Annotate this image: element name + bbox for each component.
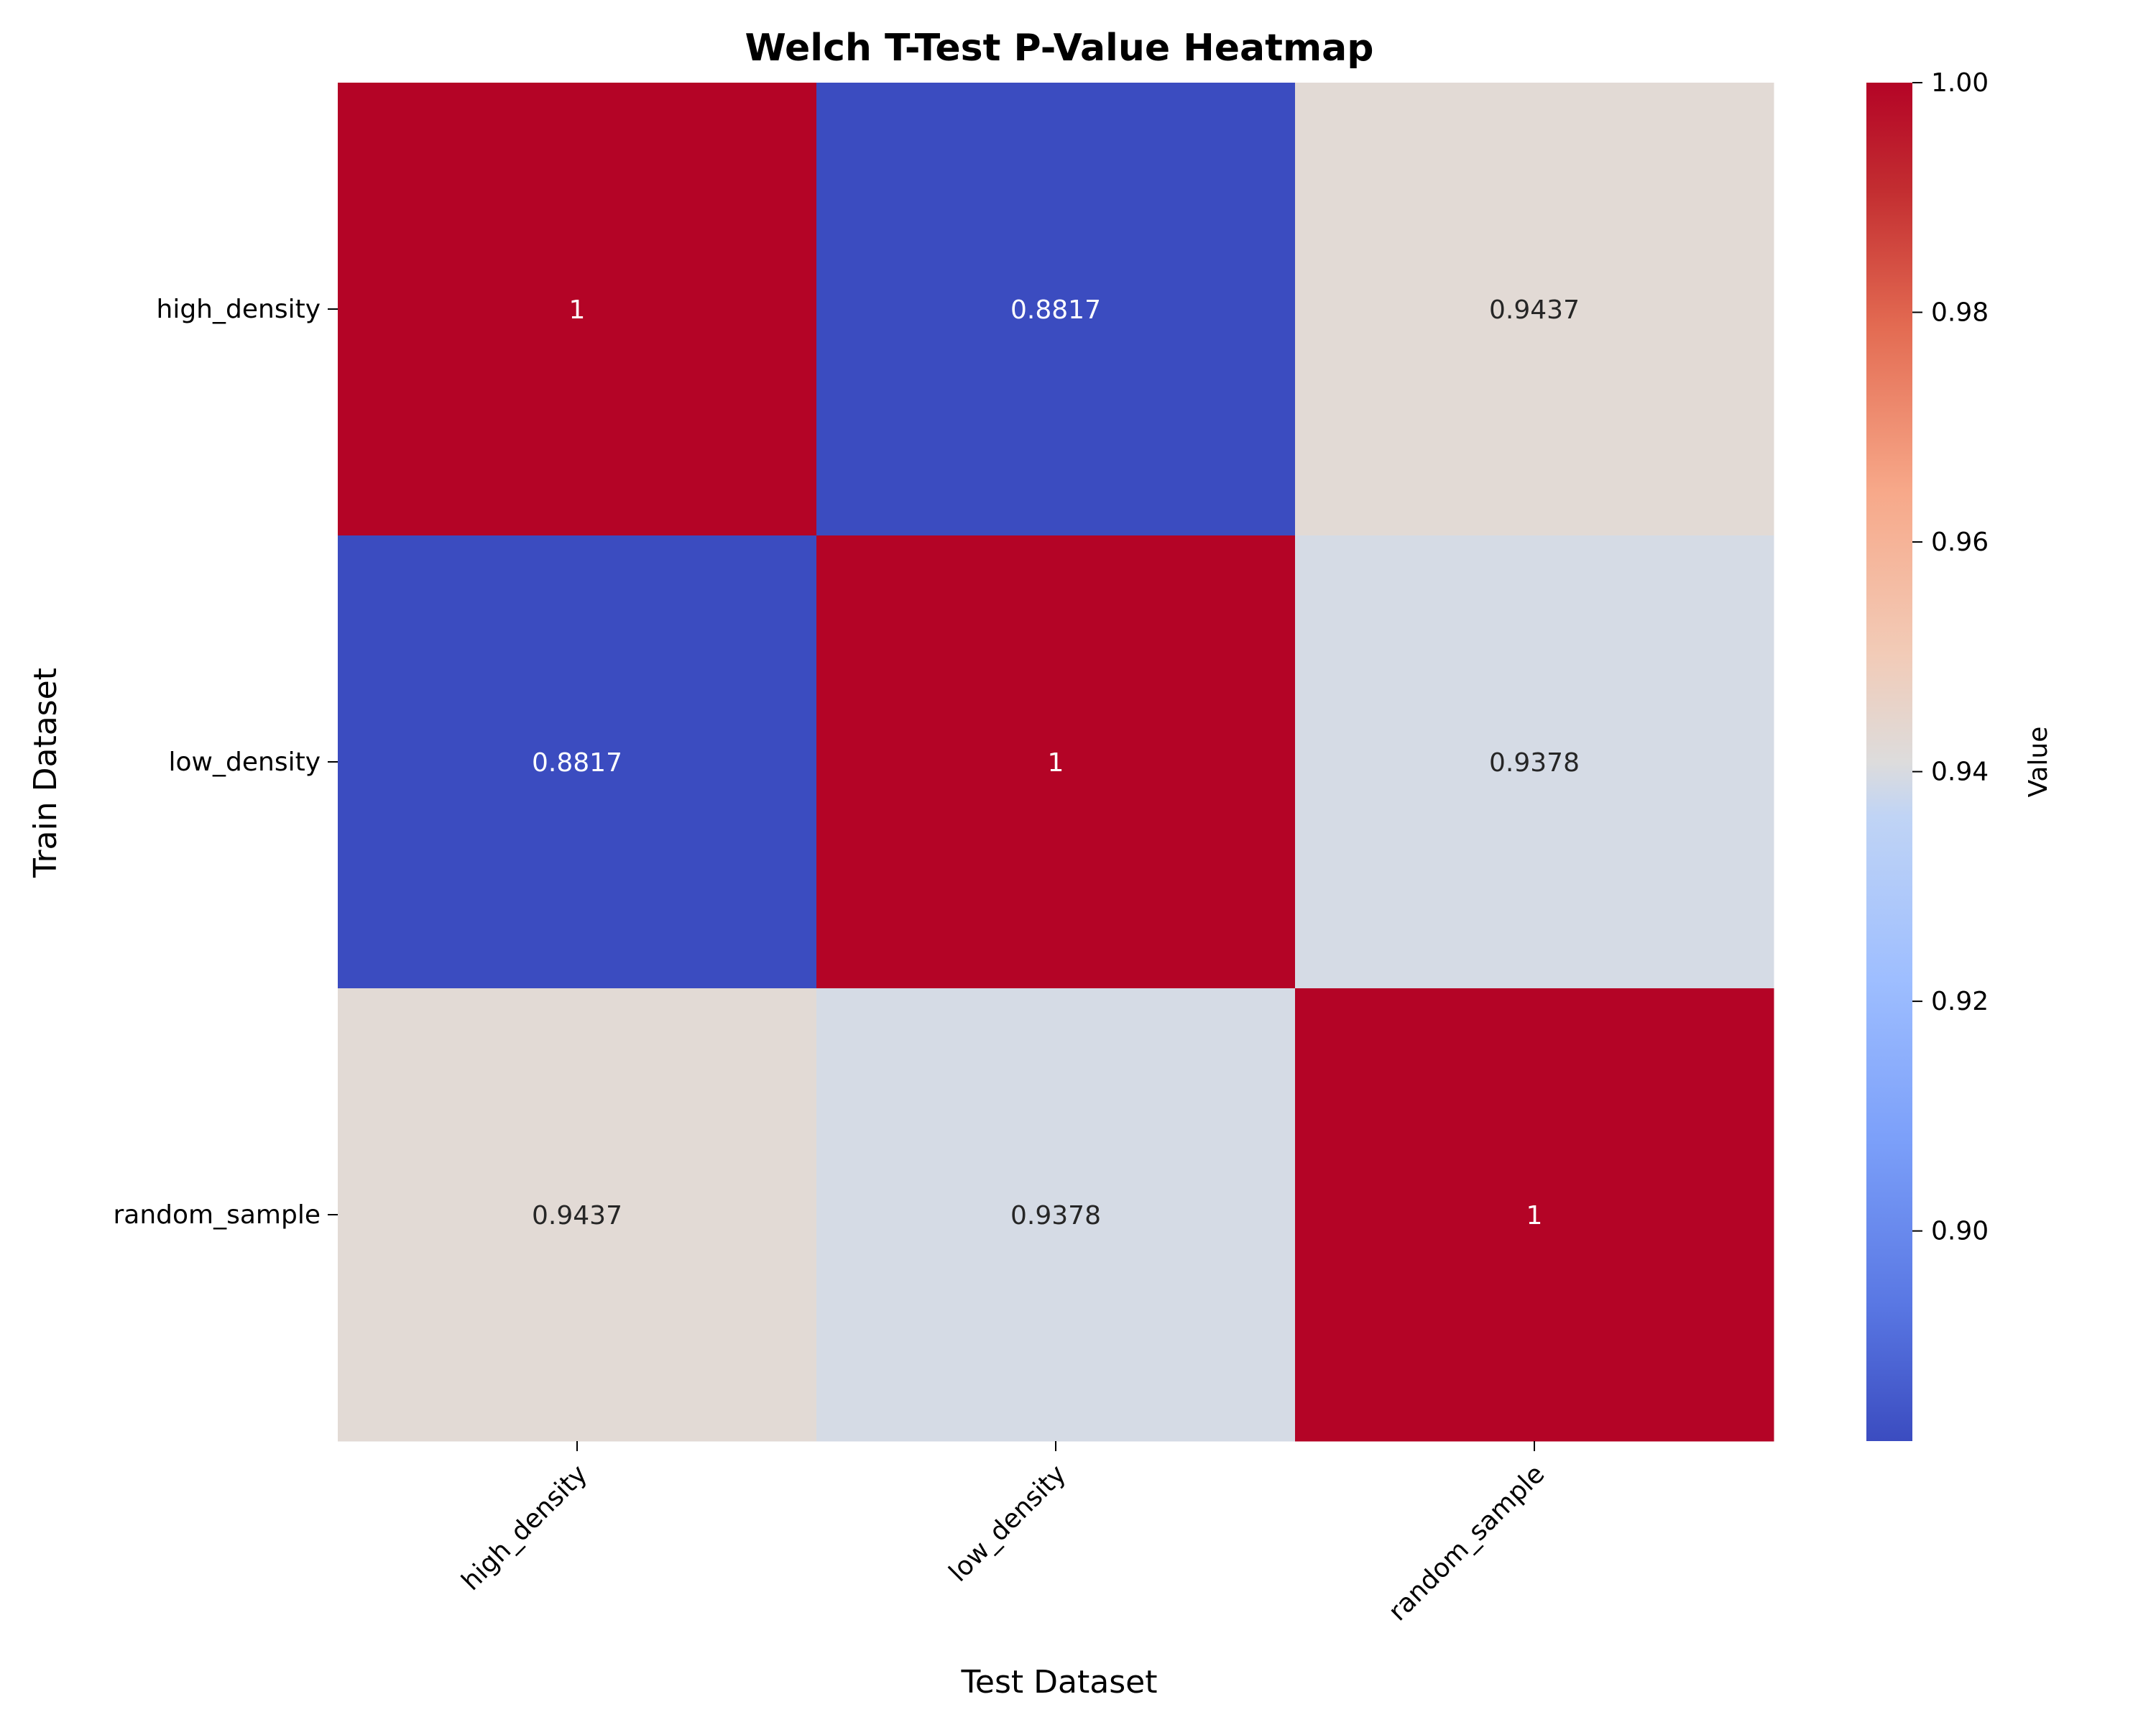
y-tick-label: random_sample bbox=[113, 1200, 321, 1230]
cell-value-label: 1 bbox=[1526, 1201, 1543, 1230]
y-axis-label: Train Dataset bbox=[27, 668, 64, 878]
heatmap-cell bbox=[338, 988, 817, 1442]
colorbar-tick-label: 0.96 bbox=[1931, 528, 1989, 557]
colorbar-tick-label: 0.92 bbox=[1931, 987, 1989, 1016]
cell-value-label: 0.9437 bbox=[1489, 295, 1580, 325]
x-tick-label: random_sample bbox=[1383, 1459, 1550, 1627]
heatmap-cell bbox=[816, 535, 1296, 989]
heatmap-cell bbox=[816, 83, 1296, 536]
cell-value-label: 0.8817 bbox=[1010, 295, 1101, 325]
colorbar: 0.90 0.92 0.94 0.96 0.98 1.00 bbox=[1866, 68, 1989, 1441]
heatmap-cell bbox=[338, 83, 817, 536]
cell-value-label: 1 bbox=[1048, 748, 1064, 778]
cell-value-label: 0.9378 bbox=[1489, 748, 1580, 778]
chart-title: Welch T-Test P-Value Heatmap bbox=[745, 27, 1374, 70]
cell-value-label: 0.9437 bbox=[532, 1201, 622, 1230]
colorbar-gradient bbox=[1866, 83, 1912, 1441]
heatmap-cell bbox=[1295, 988, 1774, 1442]
heatmap-cell bbox=[1295, 535, 1774, 989]
heatmap-cell bbox=[338, 535, 817, 989]
x-axis-label: Test Dataset bbox=[961, 1664, 1158, 1701]
heatmap-cell bbox=[816, 988, 1296, 1442]
colorbar-tick-label: 0.94 bbox=[1931, 758, 1989, 787]
colorbar-label: Value bbox=[2024, 727, 2053, 798]
cell-value-label: 1 bbox=[569, 295, 586, 325]
heatmap-cell bbox=[1295, 83, 1774, 536]
x-tick-label: high_density bbox=[456, 1459, 594, 1596]
cell-value-label: 0.9378 bbox=[1010, 1201, 1101, 1230]
y-tick-label: high_density bbox=[157, 295, 321, 324]
heatmap-cells: 1 0.8817 0.9437 0.8817 1 0.9378 0.9437 0.9378 1 bbox=[338, 83, 1774, 1442]
cell-value-label: 0.8817 bbox=[532, 748, 622, 778]
x-tick-label: low_density bbox=[944, 1459, 1072, 1588]
colorbar-tick-label: 1.00 bbox=[1931, 68, 1989, 98]
colorbar-tick-label: 0.98 bbox=[1931, 298, 1989, 328]
y-tick-label: low_density bbox=[169, 748, 321, 777]
colorbar-tick-label: 0.90 bbox=[1931, 1217, 1989, 1246]
